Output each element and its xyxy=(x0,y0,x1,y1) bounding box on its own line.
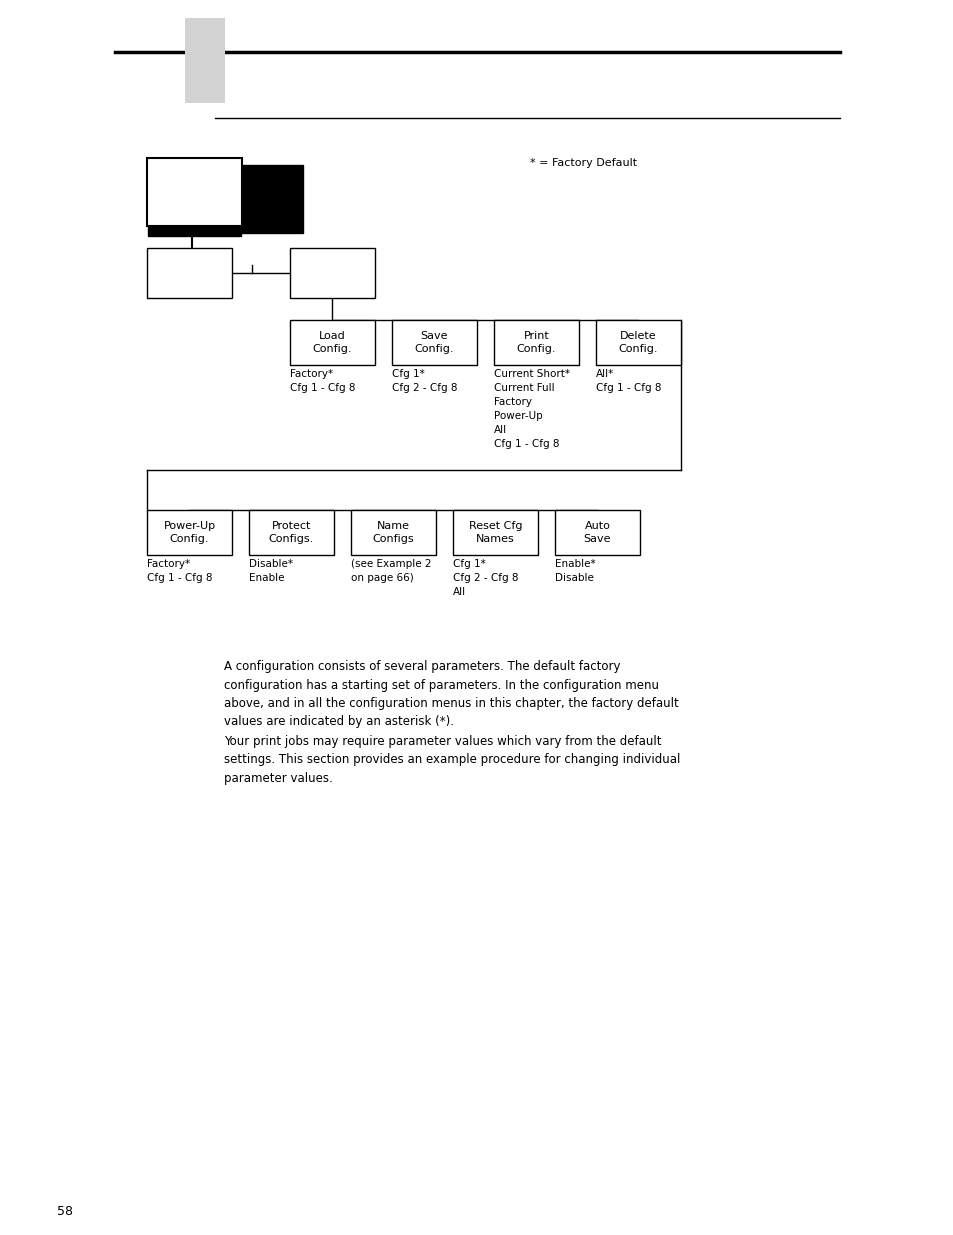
Text: Save
Config.: Save Config. xyxy=(415,331,454,354)
Text: Load
Config.: Load Config. xyxy=(313,331,352,354)
Text: All*
Cfg 1 - Cfg 8: All* Cfg 1 - Cfg 8 xyxy=(596,369,660,393)
Bar xyxy=(596,320,680,366)
Bar xyxy=(290,320,375,366)
Bar xyxy=(555,510,639,555)
Bar xyxy=(147,158,242,226)
Text: Your print jobs may require parameter values which vary from the default
setting: Your print jobs may require parameter va… xyxy=(224,735,679,785)
Text: Name
Configs: Name Configs xyxy=(373,521,414,545)
Text: Delete
Config.: Delete Config. xyxy=(618,331,658,354)
Text: 58: 58 xyxy=(57,1205,73,1218)
Bar xyxy=(392,320,476,366)
Bar xyxy=(290,248,375,298)
Text: Power-Up
Config.: Power-Up Config. xyxy=(163,521,215,545)
Bar xyxy=(147,248,232,298)
Text: Cfg 1*
Cfg 2 - Cfg 8
All: Cfg 1* Cfg 2 - Cfg 8 All xyxy=(453,559,518,597)
Bar xyxy=(249,510,334,555)
Bar xyxy=(351,510,436,555)
Text: Factory*
Cfg 1 - Cfg 8: Factory* Cfg 1 - Cfg 8 xyxy=(147,559,213,583)
Text: Current Short*
Current Full
Factory
Power-Up
All
Cfg 1 - Cfg 8: Current Short* Current Full Factory Powe… xyxy=(494,369,569,450)
Text: (see Example 2
on page 66): (see Example 2 on page 66) xyxy=(351,559,431,583)
Bar xyxy=(147,510,232,555)
Text: * = Factory Default: * = Factory Default xyxy=(530,158,637,168)
Text: Auto
Save: Auto Save xyxy=(583,521,611,545)
Bar xyxy=(453,510,537,555)
Text: A configuration consists of several parameters. The default factory
configuratio: A configuration consists of several para… xyxy=(224,659,678,729)
Text: Disable*
Enable: Disable* Enable xyxy=(249,559,293,583)
Text: Print
Config.: Print Config. xyxy=(517,331,556,354)
Text: Factory*
Cfg 1 - Cfg 8: Factory* Cfg 1 - Cfg 8 xyxy=(290,369,355,393)
Bar xyxy=(148,226,241,236)
Text: Enable*
Disable: Enable* Disable xyxy=(555,559,595,583)
Bar xyxy=(185,19,225,103)
Bar xyxy=(208,165,303,233)
Bar xyxy=(494,320,578,366)
Text: Cfg 1*
Cfg 2 - Cfg 8: Cfg 1* Cfg 2 - Cfg 8 xyxy=(392,369,457,393)
Text: Protect
Configs.: Protect Configs. xyxy=(269,521,314,545)
Text: Reset Cfg
Names: Reset Cfg Names xyxy=(468,521,521,545)
